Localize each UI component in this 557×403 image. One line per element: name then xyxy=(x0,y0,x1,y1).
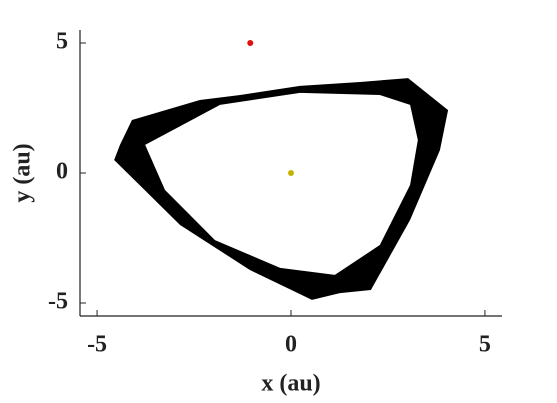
x-tick-label: 0 xyxy=(285,332,297,358)
x-tick-label: 5 xyxy=(479,332,491,358)
y-tick-label: -5 xyxy=(48,289,68,315)
x-axis-title: x (au) xyxy=(261,371,320,397)
point xyxy=(247,40,254,46)
orbit-hole xyxy=(145,92,418,275)
y-axis-title: y (au) xyxy=(10,143,36,202)
y-tick-label: 5 xyxy=(56,29,68,55)
point xyxy=(288,170,294,176)
y-tick-label: 0 xyxy=(56,159,68,185)
x-tick-label: -5 xyxy=(87,332,107,358)
